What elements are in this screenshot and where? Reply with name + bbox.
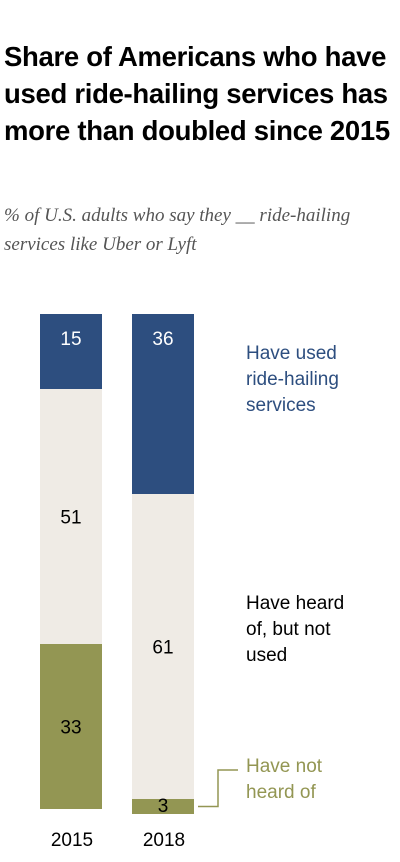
bars-group: 15 51 33 2015 36 61 3 2018 bbox=[40, 314, 194, 851]
legend-entry: Have not heard of bbox=[246, 756, 323, 803]
legend-entry: Have heard of, but not used bbox=[246, 593, 344, 666]
legend-label-line: ride-hailing bbox=[246, 369, 339, 390]
bar-value-label: 3 bbox=[158, 796, 169, 817]
legend-label-line: Have heard bbox=[246, 593, 344, 614]
chart-title: Share of Americans who have used ride-ha… bbox=[4, 41, 390, 146]
bar-value-label: 51 bbox=[60, 508, 81, 529]
bar-value-label: 61 bbox=[152, 638, 173, 659]
bar-segment-2018-2 bbox=[132, 494, 194, 799]
bar-segment-2015-1 bbox=[40, 314, 102, 389]
chart-subtitle: % of U.S. adults who say they __ ride-ha… bbox=[4, 205, 351, 255]
legend-label-line: services bbox=[246, 395, 316, 416]
legend-entry: Have used ride-hailing services bbox=[246, 343, 339, 416]
legend: Have used ride-hailing services Have heard o… bbox=[198, 343, 344, 808]
x-tick-label: 2015 bbox=[51, 830, 93, 851]
legend-label-line: used bbox=[246, 645, 287, 666]
x-tick-label: 2018 bbox=[143, 830, 185, 851]
bar-segment-2015-3 bbox=[40, 644, 102, 809]
bar-value-label: 33 bbox=[60, 718, 81, 739]
legend-label-line: of, but not bbox=[246, 619, 331, 640]
bar-value-label: 36 bbox=[152, 329, 173, 350]
legend-leader-line bbox=[198, 769, 238, 808]
bar-value-label: 15 bbox=[60, 329, 81, 350]
legend-label-line: Have used bbox=[246, 343, 337, 364]
legend-label-line: Have not bbox=[246, 756, 323, 777]
legend-label-line: heard of bbox=[246, 782, 316, 803]
bar-segment-2018-3 bbox=[132, 799, 194, 814]
bar-segment-2018-1 bbox=[132, 314, 194, 494]
bar-segment-2015-2 bbox=[40, 389, 102, 644]
